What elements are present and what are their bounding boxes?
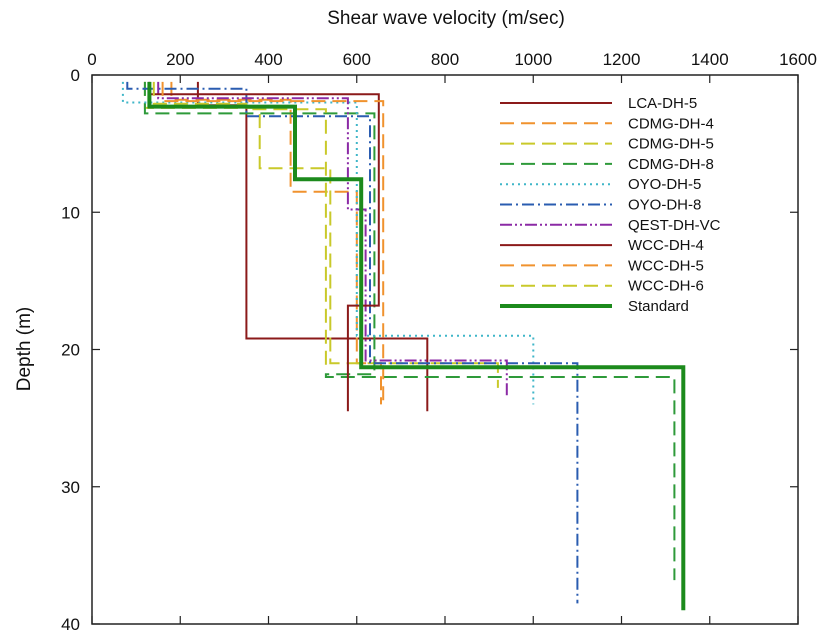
legend-label: CDMG-DH-8 xyxy=(628,156,714,173)
series-line-cdmg-dh-4 xyxy=(170,81,382,405)
y-tick-label: 30 xyxy=(61,478,80,497)
legend-label: WCC-DH-5 xyxy=(628,257,704,274)
legend-label: Standard xyxy=(628,298,689,315)
legend: LCA-DH-5 CDMG-DH-4 CDMG-DH-5 CDMG-DH-8 OYO-D… xyxy=(500,95,721,315)
x-tick-label: 1000 xyxy=(514,50,552,69)
y-tick-label: 0 xyxy=(71,66,80,85)
x-tick-label: 1400 xyxy=(691,50,729,69)
series-line-standard xyxy=(147,81,686,611)
x-tick-label: 1600 xyxy=(779,50,817,69)
series-line-cdmg-dh-5 xyxy=(143,81,499,388)
legend-label: CDMG-DH-4 xyxy=(628,115,714,132)
x-tick-label: 600 xyxy=(343,50,371,69)
legend-label: WCC-DH-6 xyxy=(628,278,704,295)
legend-label: LCA-DH-5 xyxy=(628,95,697,112)
series-layer xyxy=(121,81,686,611)
x-tick-label: 1200 xyxy=(603,50,641,69)
series-line-wcc-dh-4 xyxy=(148,81,380,412)
legend-label: CDMG-DH-5 xyxy=(628,136,714,153)
series-line-wcc-dh-5 xyxy=(161,81,385,405)
legend-label: WCC-DH-4 xyxy=(628,237,704,254)
y-tick-label: 20 xyxy=(61,341,80,360)
x-tick-label: 200 xyxy=(166,50,194,69)
y-axis-title: Depth (m) xyxy=(14,307,35,391)
axis-ticks: 0 200 400 600 800 1000 1200 1400 1600 0 10 20 30 40 xyxy=(61,50,817,630)
x-tick-label: 400 xyxy=(254,50,282,69)
series-line-oyo-dh-5 xyxy=(121,81,535,405)
y-tick-label: 40 xyxy=(61,615,80,630)
x-tick-label: 0 xyxy=(87,50,96,69)
legend-label: OYO-DH-5 xyxy=(628,176,701,193)
series-line-oyo-dh-8 xyxy=(126,81,579,604)
x-axis-title: Shear wave velocity (m/sec) xyxy=(327,8,565,29)
series-line-lca-dh-5 xyxy=(196,81,429,412)
series-line-cdmg-dh-8 xyxy=(143,81,676,581)
legend-label: QEST-DH-VC xyxy=(628,217,721,234)
y-tick-label: 10 xyxy=(61,203,80,222)
series-line-qest-dh-vc xyxy=(157,81,508,398)
legend-label: OYO-DH-8 xyxy=(628,197,701,214)
x-tick-label: 800 xyxy=(431,50,459,69)
series-line-wcc-dh-6 xyxy=(152,81,327,371)
